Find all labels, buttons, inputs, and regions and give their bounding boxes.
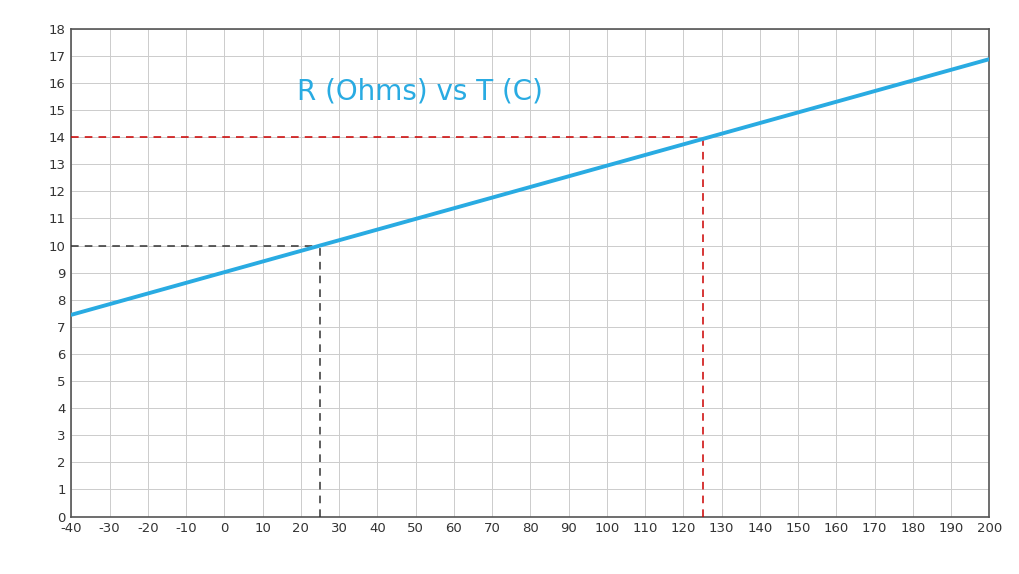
Text: R (Ohms) vs T (C): R (Ohms) vs T (C) [297,77,543,106]
